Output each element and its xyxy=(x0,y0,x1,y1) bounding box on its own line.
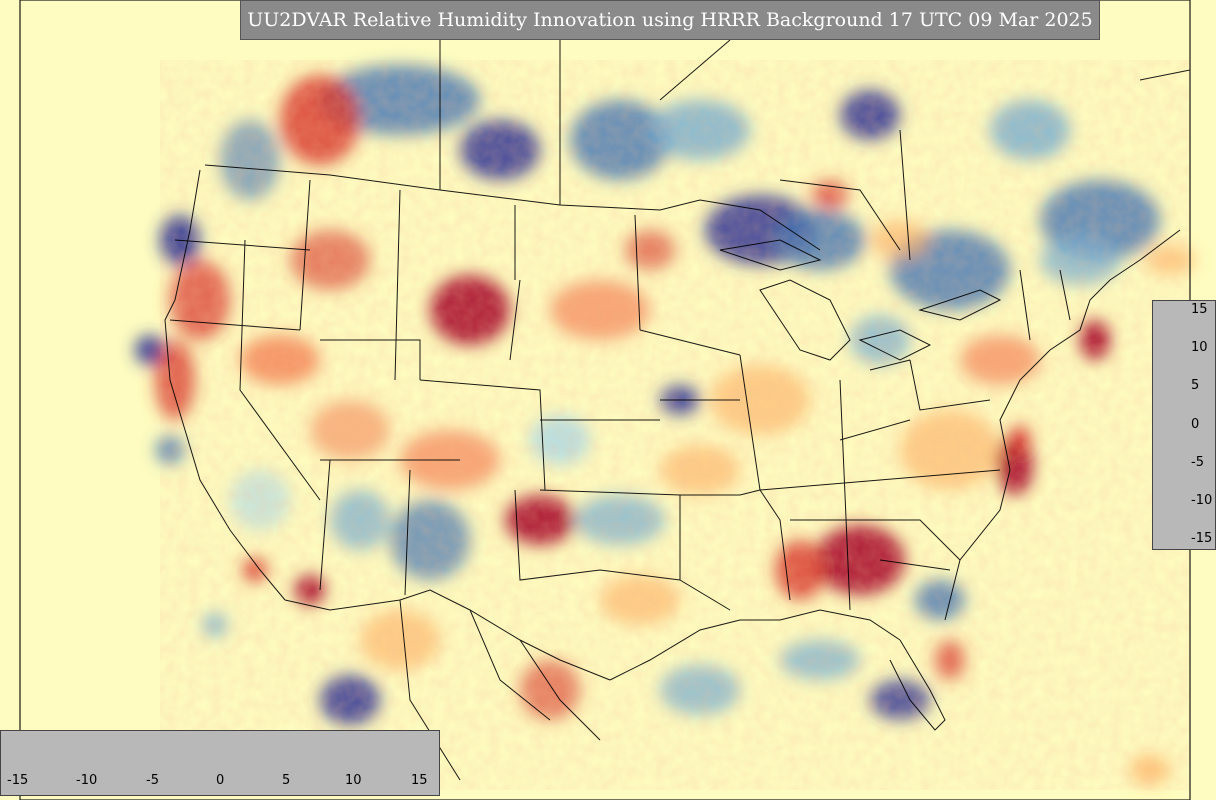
bottom-tick-label: 10 xyxy=(345,773,362,788)
right-tick-label: -10 xyxy=(1191,493,1213,508)
bottom-tick-label: 15 xyxy=(411,773,428,788)
right-tick-label: 0 xyxy=(1191,417,1200,432)
colorbar-bottom xyxy=(0,730,440,796)
land-texture xyxy=(160,60,1190,790)
bottom-tick-label: -5 xyxy=(146,773,159,788)
right-tick-label: 15 xyxy=(1191,302,1208,317)
bottom-tick-label: 0 xyxy=(216,773,225,788)
right-tick-label: 10 xyxy=(1191,340,1208,355)
bottom-tick-label: -10 xyxy=(76,773,98,788)
right-tick-label: -5 xyxy=(1191,455,1204,470)
colorbar-right xyxy=(1152,300,1216,550)
right-tick-label: -15 xyxy=(1191,531,1213,546)
bottom-tick-label: 5 xyxy=(282,773,291,788)
right-tick-label: 5 xyxy=(1191,378,1200,393)
map-title: UU2DVAR Relative Humidity Innovation usi… xyxy=(240,0,1100,40)
bottom-tick-label: -15 xyxy=(7,773,29,788)
